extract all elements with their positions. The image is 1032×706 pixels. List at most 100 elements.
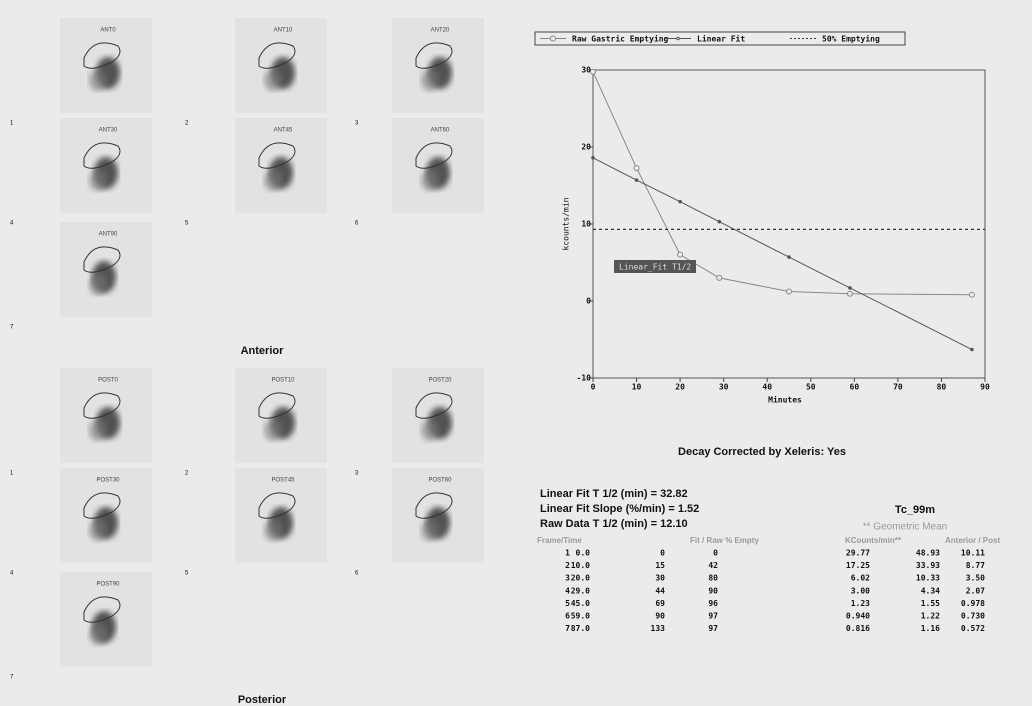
decay-note: Decay Corrected by Xeleris: Yes: [678, 446, 846, 458]
table-cell: 17.25: [846, 561, 870, 570]
stat-line: Linear Fit T 1/2 (min) = 32.82: [540, 488, 688, 500]
table-cell: 0.816: [846, 624, 870, 633]
y-tick-label: -10: [577, 374, 592, 383]
table-cell: 0.0: [576, 549, 591, 558]
activity: [421, 419, 439, 441]
x-tick-label: 60: [850, 383, 860, 392]
frame-label: POST90: [96, 582, 120, 588]
activity: [264, 519, 282, 541]
table-cell: 0.940: [846, 612, 870, 621]
table-cell: 8.77: [966, 561, 985, 570]
activity: [421, 69, 439, 91]
legend-marker: [677, 37, 680, 40]
x-axis-label: Minutes: [768, 395, 802, 405]
table-header: KCounts/min**: [845, 536, 902, 545]
data-point: [717, 275, 722, 280]
table-cell: 0.572: [961, 624, 985, 633]
table-cell: 1.16: [921, 624, 940, 633]
table-cell: 2: [565, 561, 570, 570]
table-cell: 3: [565, 574, 570, 583]
data-point: [679, 200, 682, 203]
table-cell: 30: [655, 574, 665, 583]
plot-area: [593, 70, 985, 378]
table-cell: 10.11: [961, 549, 985, 558]
x-tick-label: 90: [980, 383, 990, 392]
mean-note: ** Geometric Mean: [863, 522, 947, 533]
frame-label: POST10: [271, 378, 295, 384]
frame-label: POST0: [98, 378, 118, 384]
table-cell: 90: [708, 586, 718, 595]
table-cell: 59.0: [571, 612, 590, 621]
table-cell: 29.77: [846, 549, 870, 558]
activity: [264, 419, 282, 441]
x-tick-label: 0: [591, 383, 596, 392]
x-tick-label: 80: [937, 383, 947, 392]
report: Anterior Posterior Minutes kcounts/min D…: [0, 0, 1032, 706]
table-header: Fit / Raw % Empty: [690, 536, 759, 545]
legend-label: Linear Fit: [697, 34, 745, 44]
table-cell: 0.978: [961, 599, 985, 608]
activity: [421, 169, 439, 191]
table-cell: 90: [655, 612, 665, 621]
table-header: Frame/Time: [537, 536, 582, 545]
table-cell: 0: [660, 549, 665, 558]
table-cell: 0: [713, 549, 718, 558]
table-cell: 29.0: [571, 586, 590, 595]
isotope: Tc_99m: [895, 504, 935, 516]
activity: [89, 273, 107, 295]
table-cell: 96: [708, 599, 718, 608]
frame-label: POST30: [96, 478, 120, 484]
data-point: [969, 292, 974, 297]
activity: [89, 419, 107, 441]
table-cell: 3.00: [851, 586, 870, 595]
anterior-title: Anterior: [241, 345, 285, 357]
table-cell: 1.55: [921, 599, 940, 608]
x-tick-label: 30: [719, 383, 729, 392]
table-cell: 133: [651, 624, 666, 633]
frame-label: POST45: [271, 478, 295, 484]
frame-label: ANT20: [431, 28, 450, 34]
table-cell: 1: [565, 549, 570, 558]
table-cell: 4: [565, 586, 570, 595]
x-tick-label: 20: [675, 383, 685, 392]
table-header: Anterior / Post: [945, 536, 1000, 545]
table-cell: 5: [565, 599, 570, 608]
table-cell: 15: [655, 561, 665, 570]
table-cell: 97: [708, 612, 718, 621]
activity: [421, 519, 439, 541]
y-tick-label: 0: [586, 297, 591, 306]
data-point: [591, 69, 596, 74]
y-tick-label: 30: [581, 66, 591, 75]
table-cell: 44: [655, 586, 665, 595]
x-tick-label: 40: [762, 383, 772, 392]
table-cell: 7: [565, 624, 570, 633]
data-point: [849, 287, 852, 290]
data-point: [718, 220, 721, 223]
data-point: [592, 156, 595, 159]
table-cell: 10.33: [916, 574, 940, 583]
x-tick-label: 10: [632, 383, 642, 392]
frame-label: POST20: [428, 378, 452, 384]
table-cell: 2.07: [966, 586, 985, 595]
data-point: [787, 289, 792, 294]
legend-label: Raw Gastric Emptying: [572, 34, 669, 44]
frame-label: ANT30: [99, 128, 118, 134]
table-cell: 1.23: [851, 599, 870, 608]
x-tick-label: 50: [806, 383, 816, 392]
stat-line: Raw Data T 1/2 (min) = 12.10: [540, 518, 688, 530]
table-cell: 10.0: [571, 561, 590, 570]
data-point: [678, 252, 683, 257]
annotation: Linear_Fit T1/2: [619, 263, 691, 272]
table-cell: 80: [708, 574, 718, 583]
activity: [89, 519, 107, 541]
frame-label: ANT60: [431, 128, 450, 134]
table-cell: 6: [565, 612, 570, 621]
table-cell: 20.0: [571, 574, 590, 583]
table-cell: 3.50: [966, 574, 985, 583]
x-tick-label: 70: [893, 383, 903, 392]
table-cell: 48.93: [916, 549, 940, 558]
data-point: [971, 348, 974, 351]
table-cell: 87.0: [571, 624, 590, 633]
posterior-title: Posterior: [238, 694, 287, 706]
legend-label: 50% Emptying: [822, 34, 880, 44]
